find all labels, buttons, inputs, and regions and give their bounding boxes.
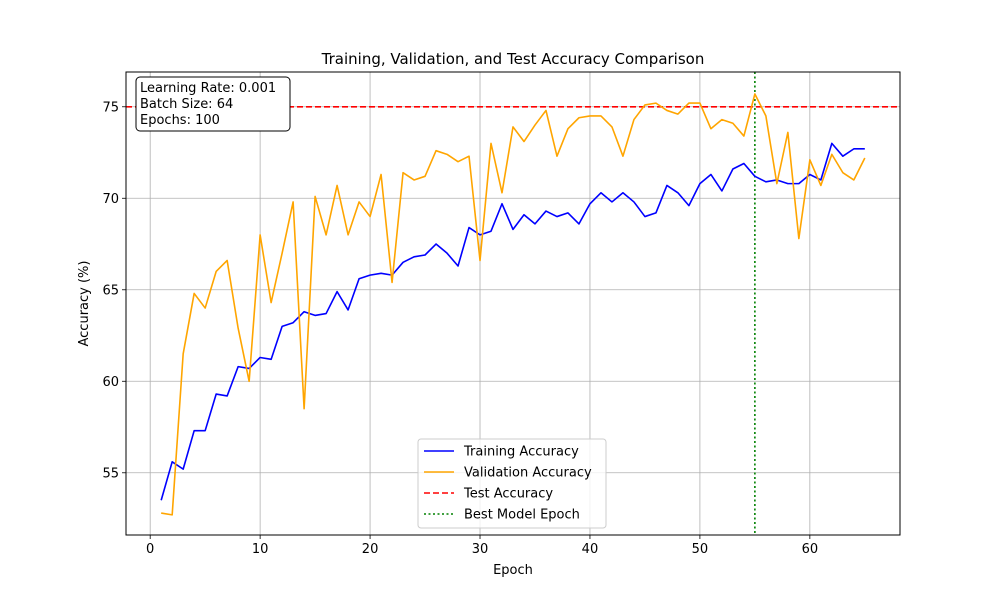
chart-title: Training, Validation, and Test Accuracy … xyxy=(321,50,705,68)
axis-ticks: 0 10 20 30 40 50 60 55 60 65 70 75 xyxy=(102,100,818,557)
training-accuracy-line xyxy=(160,142,865,501)
x-tick-label-0: 0 xyxy=(146,542,154,557)
annotation-epochs: Epochs: 100 xyxy=(140,113,220,128)
annotation-batch-size: Batch Size: 64 xyxy=(140,97,233,112)
y-tick-label-65: 65 xyxy=(102,283,119,298)
legend-label-best-epoch: Best Model Epoch xyxy=(464,508,580,523)
x-axis-label: Epoch xyxy=(493,563,533,578)
legend: Training Accuracy Validation Accuracy Te… xyxy=(417,438,607,529)
x-tick-label-10: 10 xyxy=(252,542,269,557)
validation-accuracy-line xyxy=(161,93,866,516)
plot-frame xyxy=(125,71,901,536)
x-tick-label-30: 30 xyxy=(472,542,489,557)
legend-label-test: Test Accuracy xyxy=(463,487,553,502)
annotation-box xyxy=(135,76,291,132)
x-tick-label-50: 50 xyxy=(692,542,709,557)
annotation-learning-rate: Learning Rate: 0.001 xyxy=(140,81,276,96)
x-tick-label-60: 60 xyxy=(802,542,819,557)
y-axis-label: Accuracy (%) xyxy=(77,261,92,347)
y-tick-label-70: 70 xyxy=(102,192,119,207)
series-lines xyxy=(160,93,866,516)
legend-label-validation: Validation Accuracy xyxy=(464,466,592,481)
x-tick-label-20: 20 xyxy=(362,542,379,557)
y-tick-label-75: 75 xyxy=(102,100,119,115)
y-tick-label-60: 60 xyxy=(102,375,119,390)
grid xyxy=(126,72,900,535)
hyperparameter-annotation: Learning Rate: 0.001 Batch Size: 64 Epoc… xyxy=(135,76,291,132)
y-tick-label-55: 55 xyxy=(102,466,119,481)
legend-label-training: Training Accuracy xyxy=(463,445,579,460)
legend-box xyxy=(417,438,607,529)
x-tick-label-40: 40 xyxy=(582,542,599,557)
